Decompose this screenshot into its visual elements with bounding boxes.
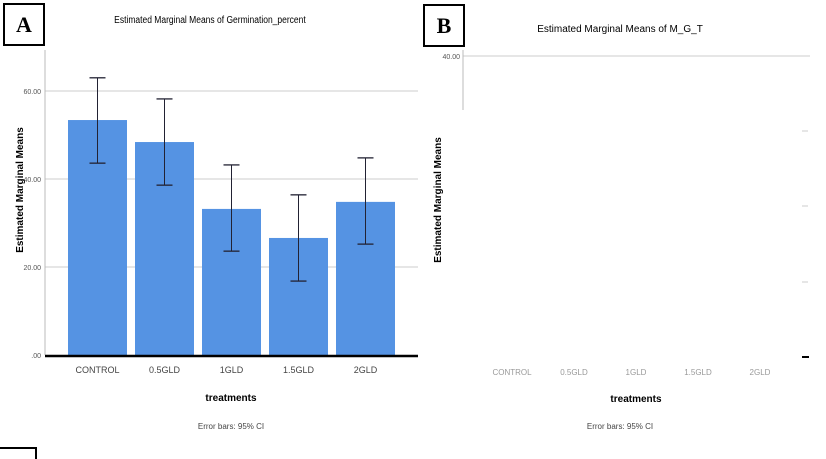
x-tick-label: 2GLD <box>750 368 771 377</box>
chart-b-xlabel: treatments <box>610 394 662 405</box>
chart-a-title: Estimated Marginal Means of Germination_… <box>114 14 306 25</box>
x-tick-label: 1.5GLD <box>283 365 315 375</box>
y-tick-label: .00 <box>31 353 41 360</box>
x-tick-label: 0.5GLD <box>560 368 588 377</box>
x-tick-label: 1GLD <box>220 365 244 375</box>
chart-b-ytick: 40.00 <box>442 54 460 61</box>
chart-b-xticks: CONTROL 0.5GLD 1GLD 1.5GLD 2GLD <box>492 368 770 377</box>
chart-b-ylabel: Estimated Marginal Means <box>433 137 444 263</box>
x-tick-label: CONTROL <box>492 368 532 377</box>
y-tick-label: 40.00 <box>23 177 41 184</box>
chart-a-bars: CONTROL 0.5GLD 1GLD 1.5GLD 2GLD <box>45 77 418 375</box>
y-tick-label: 60.00 <box>23 89 41 96</box>
x-tick-label: 2GLD <box>354 365 378 375</box>
chart-b-note: Error bars: 95% CI <box>587 422 653 431</box>
panel-label-b: B <box>423 4 465 47</box>
chart-b-title: Estimated Marginal Means of M_G_T <box>537 24 703 35</box>
x-tick-label: 1.5GLD <box>684 368 712 377</box>
chart-a-note: Error bars: 95% CI <box>198 422 264 431</box>
chart-a-ylabel: Estimated Marginal Means <box>15 127 26 253</box>
x-tick-label: 1GLD <box>626 368 647 377</box>
x-tick-label: 0.5GLD <box>149 365 181 375</box>
panel-label-a: A <box>3 3 45 46</box>
chart-a-xlabel: treatments <box>205 393 257 404</box>
y-tick-label: 20.00 <box>23 265 41 272</box>
x-tick-label: CONTROL <box>75 365 119 375</box>
